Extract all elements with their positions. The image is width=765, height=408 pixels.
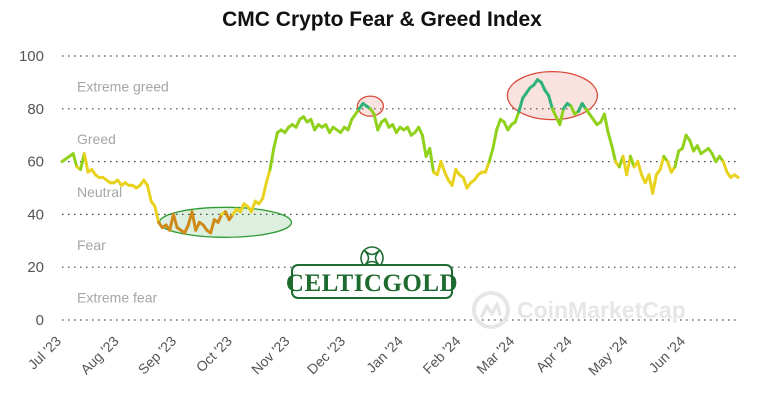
x-tick-label: Jan '24 (363, 333, 406, 376)
line-segment (606, 131, 614, 148)
line-segment (145, 183, 153, 203)
highlight-ellipse (506, 70, 599, 121)
line-segment (673, 149, 681, 169)
line-segment (309, 117, 317, 132)
watermark-text: CoinMarketCap (517, 297, 686, 323)
x-tick-label: Mar '24 (473, 333, 517, 377)
x-tick-label: May '24 (585, 333, 631, 379)
x-tick-label: Apr '24 (533, 333, 576, 376)
zone-labels: Extreme greed Greed Neutral Fear Extreme fea… (77, 78, 169, 305)
x-tick-label: Nov '23 (248, 333, 293, 378)
y-tick-label: 40 (27, 206, 44, 223)
line-segment (428, 146, 436, 174)
line-segment (190, 210, 198, 232)
line-segment (658, 154, 666, 172)
coinmarketcap-watermark: CoinMarketCap (472, 291, 686, 329)
x-tick-label: Jun '24 (645, 333, 688, 376)
chart-title: CMC Crypto Fear & Greed Index (222, 8, 542, 31)
line-segment (264, 168, 272, 185)
line-segment (71, 152, 79, 169)
y-axis-ticks: 0 20 40 60 80 100 (19, 48, 44, 329)
zone-label: Neutral (77, 184, 122, 200)
x-tick-label: Aug '23 (77, 333, 122, 378)
zone-label: Extreme fear (77, 290, 157, 306)
line-segment (487, 146, 495, 164)
zone-label: Extreme greed (77, 78, 169, 94)
line-segment (209, 218, 216, 235)
line-segment (558, 107, 566, 127)
y-tick-label: 60 (27, 154, 44, 171)
celticgold-logo: CELTICGOLD (286, 246, 458, 299)
line-segment (82, 152, 90, 174)
line-segment (732, 173, 740, 179)
x-tick-label: Jul '23 (25, 333, 65, 373)
line-segment (153, 204, 161, 224)
zone-label: Fear (77, 237, 106, 253)
line-segment (680, 133, 688, 150)
line-segment (261, 181, 268, 201)
y-tick-label: 20 (27, 259, 44, 276)
line-segment (346, 117, 354, 132)
line-segment (171, 212, 179, 230)
line-segment (450, 168, 458, 187)
line-segment (625, 154, 632, 177)
line-segment (628, 154, 636, 169)
line-segment (461, 175, 469, 190)
line-segment (602, 112, 610, 135)
grid-lines (62, 55, 740, 321)
line-segment (484, 160, 491, 174)
zone-label: Greed (77, 131, 116, 147)
line-segment (610, 144, 618, 164)
y-tick-label: 80 (27, 101, 44, 118)
y-tick-label: 0 (36, 312, 44, 329)
line-segment (439, 160, 447, 174)
line-segment (268, 146, 276, 172)
logo-frame (291, 264, 453, 299)
line-segment (372, 112, 380, 132)
line-segment (513, 109, 521, 124)
line-segment (272, 131, 279, 150)
line-segment (491, 128, 499, 150)
y-tick-label: 100 (19, 48, 44, 65)
line-segment (636, 160, 644, 177)
line-segment (721, 160, 729, 174)
line-segment (688, 138, 696, 153)
highlight-ellipse (356, 95, 385, 117)
fear-greed-line (60, 78, 740, 235)
line-segment (651, 173, 658, 195)
line-segment (420, 133, 428, 158)
line-segment (547, 94, 554, 111)
x-tick-label: Sep '23 (135, 333, 180, 378)
x-axis-ticks: Jul '23 Aug '23 Sep '23 Oct '23 Nov '23 Dec '… (25, 333, 689, 379)
line-segment (495, 117, 502, 132)
line-segment (666, 160, 673, 174)
line-segment (517, 96, 525, 113)
line-segment (249, 199, 257, 214)
x-tick-label: Dec '23 (304, 333, 349, 378)
coinmarketcap-logo-icon (472, 291, 510, 329)
x-tick-label: Oct '23 (193, 333, 236, 376)
logo-text: CELTICGOLD (286, 270, 458, 297)
x-tick-label: Feb '24 (419, 333, 463, 377)
